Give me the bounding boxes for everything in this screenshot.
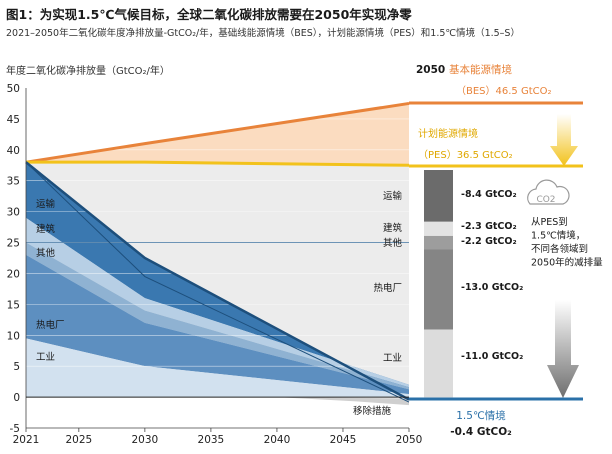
waterfall-note-line: 从PES到 xyxy=(531,216,568,228)
waterfall-year: 2050 xyxy=(416,64,445,76)
x-tick-label: 2021 xyxy=(13,434,40,446)
waterfall-note-line: 1.5℃情境， xyxy=(531,230,585,242)
s15-line xyxy=(25,161,410,401)
waterfall-bar xyxy=(424,329,453,398)
y-tick-label: 5 xyxy=(13,361,20,373)
y-tick-label: -5 xyxy=(10,423,20,435)
x-tick-label: 2050 xyxy=(396,434,423,446)
y-tick-label: 45 xyxy=(7,114,20,126)
sector-label-left: 建筑 xyxy=(36,223,56,235)
waterfall-bar xyxy=(424,170,453,222)
y-tick-label: 0 xyxy=(13,392,20,404)
bes-line xyxy=(25,101,410,164)
gridlines xyxy=(26,87,409,429)
pes-value-label: （PES）36.5 GtCO₂ xyxy=(418,149,513,161)
sector-label-left: 工业 xyxy=(36,352,55,363)
waterfall-panel: 2050 基本能源情境 （BES）46.5 GtCO₂ 计划能源情境 （PES）36.5… xyxy=(409,63,603,438)
sector-label-right: 建筑 xyxy=(383,222,403,234)
waterfall-value-label: -8.4 GtCO₂ xyxy=(461,189,517,200)
sector-label-right: 热电厂 xyxy=(373,282,402,294)
chart-title: 图1：为实现1.5℃气候目标，全球二氧化碳排放需要在2050年实现净零 xyxy=(6,7,412,22)
sector-label-left: 热电厂 xyxy=(36,319,65,331)
s15-title: 1.5℃情境 xyxy=(456,409,506,422)
co2-cloud-icon: CO2 xyxy=(527,179,570,205)
y-tick-label: 35 xyxy=(7,176,20,188)
y-tick-label: 20 xyxy=(7,268,20,280)
co2-icon-text: CO2 xyxy=(536,195,555,205)
chart-subtitle: 2021–2050年二氧化碳年度净排放量-GtCO₂/年，基础线能源情境（BES… xyxy=(6,28,520,39)
y-tick-label: 15 xyxy=(7,299,20,311)
cloud-outline xyxy=(527,179,570,205)
chart-areas xyxy=(26,103,409,406)
waterfall-note-line: 不同各领域到 xyxy=(531,243,588,255)
waterfall-value-label: -2.3 GtCO₂ xyxy=(461,221,517,232)
sector-band-5 xyxy=(26,338,409,398)
x-tick-label: 2030 xyxy=(131,434,158,446)
sector-label-right: 运输 xyxy=(383,190,403,202)
sector-label-left: 运输 xyxy=(36,198,56,210)
waterfall-value-label: -2.2 GtCO₂ xyxy=(461,236,517,247)
sector-label-right: 工业 xyxy=(383,353,402,364)
y-tick-label: 40 xyxy=(7,145,20,157)
waterfall-bar xyxy=(424,221,453,236)
x-tick-label: 2025 xyxy=(65,434,92,446)
sector-band-4 xyxy=(26,254,409,394)
bes-value-label: （BES）46.5 GtCO₂ xyxy=(456,85,552,97)
s15-value-label: -0.4 GtCO₂ xyxy=(450,426,512,438)
pes-to-s15-arrow xyxy=(547,300,579,398)
y-tick-label: 10 xyxy=(7,330,20,342)
bes-to-pes-arrow xyxy=(550,114,578,166)
x-tick-label: 2035 xyxy=(198,434,225,446)
y-tick-label: 30 xyxy=(7,207,20,219)
s15-inner-line xyxy=(25,161,410,403)
bes-title: 基本能源情境 xyxy=(449,63,512,76)
x-tick-label: 2040 xyxy=(264,434,291,446)
y-tick-label: 50 xyxy=(7,83,20,95)
scenario-lines xyxy=(25,101,410,403)
x-tick-label: 2045 xyxy=(330,434,357,446)
pes-line xyxy=(26,160,410,167)
waterfall-value-label: -13.0 GtCO₂ xyxy=(461,282,523,293)
removal-area xyxy=(276,397,409,406)
waterfall-bar xyxy=(424,235,453,250)
y-tick-label: 25 xyxy=(7,238,20,250)
waterfall-bar xyxy=(424,249,453,330)
sector-label-right: 其他 xyxy=(383,237,403,249)
waterfall-value-label: -11.0 GtCO₂ xyxy=(461,351,523,362)
pes-title: 计划能源情境 xyxy=(418,127,478,140)
sector-label-left: 其他 xyxy=(36,247,56,259)
removal-label: 移除措施 xyxy=(353,405,392,417)
y-axis-label: 年度二氧化碳净排放量（GtCO₂/年） xyxy=(6,64,170,77)
waterfall-note-line: 2050年的减排量 xyxy=(531,257,603,269)
